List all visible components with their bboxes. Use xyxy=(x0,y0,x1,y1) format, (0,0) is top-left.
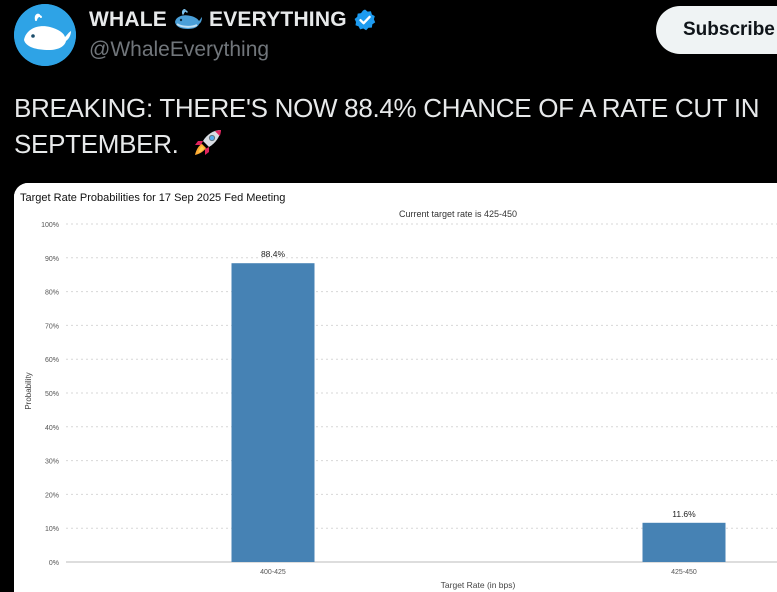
y-tick-label: 30% xyxy=(45,459,59,466)
y-tick-label: 100% xyxy=(41,222,59,229)
data-label: 88.4% xyxy=(261,249,286,259)
tweet-text: BREAKING: THERE'S NOW 88.4% CHANCE OF A … xyxy=(14,93,760,159)
x-tick-label: 425-450 xyxy=(671,569,697,576)
y-tick-label: 50% xyxy=(45,391,59,398)
rocket-emoji-icon xyxy=(192,128,224,158)
chart-image[interactable]: Target Rate Probabilities for 17 Sep 202… xyxy=(14,183,777,592)
verified-badge-icon[interactable] xyxy=(353,8,377,32)
whale-emoji-icon xyxy=(173,8,203,32)
whale-avatar-icon xyxy=(14,4,76,66)
y-tick-label: 60% xyxy=(45,357,59,364)
y-tick-label: 10% xyxy=(45,526,59,533)
y-tick-label: 70% xyxy=(45,323,59,330)
y-tick-label: 40% xyxy=(45,425,59,432)
avatar[interactable] xyxy=(14,4,76,66)
y-tick-label: 90% xyxy=(45,256,59,263)
display-name-first: WHALE xyxy=(89,8,167,31)
display-name[interactable]: WHALE EVERYTHING xyxy=(89,7,377,33)
chart-subtitle: Current target rate is 425-450 xyxy=(399,209,517,219)
data-label: 11.6% xyxy=(672,509,696,519)
x-axis-label: Target Rate (in bps) xyxy=(441,580,516,590)
subscribe-button[interactable]: Subscribe xyxy=(656,6,777,54)
display-name-second: EVERYTHING xyxy=(209,8,347,31)
user-handle[interactable]: @WhaleEverything xyxy=(89,38,270,61)
y-tick-label: 0% xyxy=(49,560,59,567)
bar-chart: Target Rate Probabilities for 17 Sep 202… xyxy=(14,183,777,592)
bar-425-450[interactable] xyxy=(642,522,726,562)
bar-400-425[interactable] xyxy=(231,263,315,562)
tweet-body: BREAKING: THERE'S NOW 88.4% CHANCE OF A … xyxy=(14,90,774,162)
x-tick-label: 400-425 xyxy=(260,569,286,576)
y-tick-label: 20% xyxy=(45,492,59,499)
chart-title: Target Rate Probabilities for 17 Sep 202… xyxy=(20,192,285,204)
y-axis-label: Probability xyxy=(24,372,33,409)
y-tick-label: 80% xyxy=(45,290,59,297)
